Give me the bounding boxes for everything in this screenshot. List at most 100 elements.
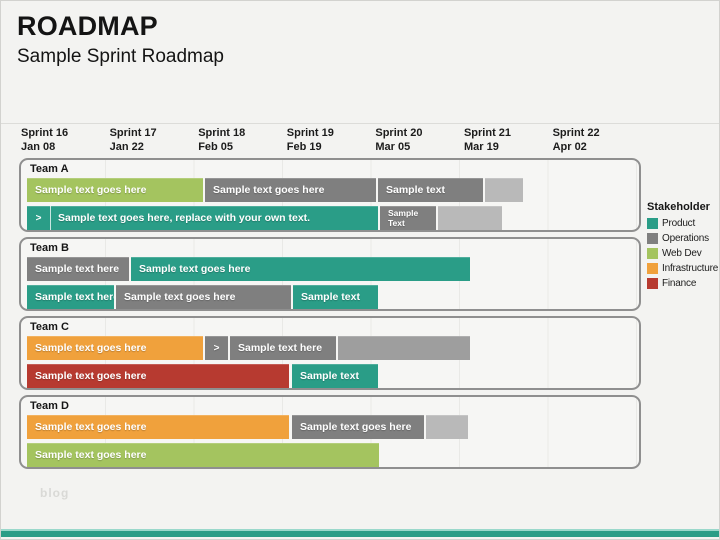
bar-row: Sample text goes here > Sample text here [21,336,639,360]
page-title: ROADMAP [17,11,158,41]
page-subtitle: Sample Sprint Roadmap [17,46,224,67]
roadmap-bar[interactable] [426,415,468,439]
legend-swatch-icon [647,263,658,274]
sprint-column: Sprint 20 Mar 05 [373,126,462,154]
bar-label: Sample text goes here [35,184,147,196]
roadmap-bar[interactable]: Sample text [293,285,378,309]
bar-label: Sample text [386,184,445,196]
roadmap-bar[interactable]: Sample text here [27,285,114,309]
team-name: Team C [30,321,69,333]
bar-row: Sample text here Sample text goes here [21,257,639,281]
roadmap-bar[interactable]: Sample Text [380,206,436,230]
sprint-label: Sprint 16 [21,127,69,139]
sprint-column: Sprint 19 Feb 19 [285,126,374,154]
team-section[interactable]: Team D Sample text goes here Sample text g… [19,395,641,469]
bottom-accent-bar [1,529,719,537]
legend-items: Product Operations Web Dev Infrastructure Fi… [647,218,719,289]
bar-label: Sample text goes here [139,263,251,275]
bar-label: > [213,342,220,354]
legend-item: Finance [647,278,719,289]
sprint-label: Sprint 17 [109,127,157,139]
roadmap-bar[interactable]: Sample text [292,364,378,388]
bar-row: Sample text goes here Sample text [21,364,639,388]
roadmap-bar[interactable]: Sample text [378,178,483,202]
bar-row: Sample text goes here Sample text goes he… [21,178,639,202]
team-name: Team A [30,163,69,175]
bar-row: Sample text goes here [21,443,639,467]
bar-label: Sample text goes here [35,370,147,382]
roadmap-bar[interactable]: Sample text goes here [27,178,203,202]
sprint-label: Sprint 19 [286,127,334,139]
roadmap-bar[interactable]: Sample text goes here [27,443,379,467]
legend-item: Infrastructure [647,263,719,274]
sprint-label: Sprint 22 [552,127,600,139]
sprint-label: Sprint 18 [198,127,246,139]
sprint-date: Mar 05 [375,141,411,153]
sprint-label: Sprint 21 [463,127,512,139]
roadmap-bar[interactable]: Sample text goes here [27,336,203,360]
legend-swatch-icon [647,248,658,259]
stakeholder-legend: Stakeholder Product Operations Web Dev Infr… [647,201,719,293]
roadmap-bar[interactable]: Sample text goes here [27,415,289,439]
roadmap-bar[interactable] [338,336,470,360]
sprint-date: Apr 02 [552,141,587,153]
legend-title: Stakeholder [647,201,710,213]
sprint-date: Jan 08 [21,141,56,153]
roadmap-bar[interactable]: > Sample text goes here, replace with you… [27,206,378,230]
bar-label: Sample text here [35,291,114,303]
sprint-column: Sprint 22 Apr 02 [551,126,640,154]
sprint-column: Sprint 21 Mar 19 [462,126,551,154]
roadmap-bar[interactable]: Sample text here [27,257,129,281]
bar-label: Sample text [300,370,359,382]
legend-label: Finance [662,278,697,289]
chevron-icon: > [27,206,51,230]
sprint-column: Sprint 18 Feb 05 [196,126,285,154]
sprint-date: Mar 19 [463,141,499,153]
team-name: Team B [30,242,69,254]
bar-label: Sample Text [388,208,419,228]
team-section[interactable]: Team A Sample text goes here Sample text g… [19,158,641,232]
bar-row: Sample text here Sample text goes here Sam… [21,285,639,309]
roadmap-bar[interactable]: Sample text goes here [116,285,291,309]
legend-item: Operations [647,233,719,244]
legend-item: Product [647,218,719,229]
bar-label: Sample text here [35,263,120,275]
bar-label: Sample text goes here, replace with your… [58,212,311,224]
roadmap-bar[interactable]: Sample text goes here [292,415,424,439]
team-name: Team D [30,400,69,412]
sprint-date: Jan 22 [109,141,144,153]
bar-label: Sample text goes here [35,421,147,433]
bar-label: Sample text goes here [300,421,412,433]
legend-label: Web Dev [662,248,702,259]
sprint-column: Sprint 17 Jan 22 [108,126,197,154]
timeline-header: Sprint 16 Jan 08 Sprint 17 Jan 22 Sprint 18 F… [19,126,641,154]
team-section[interactable]: Team C Sample text goes here > Sample text … [19,316,641,390]
bar-label: Sample text here [238,342,323,354]
chevron-box[interactable]: > [205,336,228,360]
bar-label: Sample text [301,291,360,303]
legend-item: Web Dev [647,248,719,259]
bar-label: Sample text goes here [213,184,325,196]
sprint-label: Sprint 20 [375,127,423,139]
legend-label: Product [662,218,696,229]
roadmap-bar[interactable]: Sample text here [230,336,336,360]
header-divider [1,123,719,124]
legend-label: Operations [662,233,709,244]
bar-label: Sample text goes here [124,291,236,303]
bar-row: > Sample text goes here, replace with you… [21,206,639,230]
legend-label: Infrastructure [662,263,719,274]
sprint-date: Feb 19 [286,141,322,153]
bar-label: Sample text goes here [35,342,147,354]
roadmap-bar[interactable]: Sample text goes here [131,257,470,281]
bar-label: Sample text goes here [35,449,147,461]
roadmap-bar[interactable] [438,206,502,230]
roadmap-bar[interactable] [485,178,523,202]
team-section[interactable]: Team B Sample text here Sample text goes h… [19,237,641,311]
legend-swatch-icon [647,278,658,289]
legend-swatch-icon [647,233,658,244]
roadmap-bar[interactable]: Sample text goes here [205,178,376,202]
sprint-column: Sprint 16 Jan 08 [19,126,108,154]
bar-row: Sample text goes here Sample text goes he… [21,415,639,439]
roadmap-bar[interactable]: Sample text goes here [27,364,289,388]
